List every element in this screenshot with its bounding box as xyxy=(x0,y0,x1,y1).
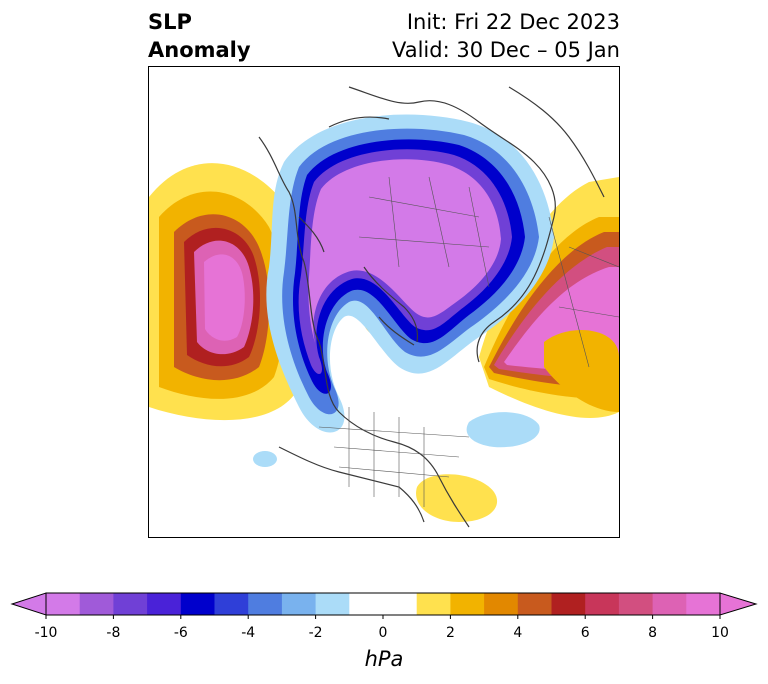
colorbar-tick-label: -4 xyxy=(241,625,255,641)
colorbar-unit: hPa xyxy=(364,647,404,671)
colorbar-tick-label: -10 xyxy=(35,625,58,641)
mediterranean-high xyxy=(544,330,619,412)
coastlines xyxy=(258,86,605,528)
colorbar-tick-label: 10 xyxy=(711,625,729,641)
colorbar-swatch xyxy=(46,593,81,615)
colorbar-swatch xyxy=(517,593,552,615)
colorbar-tick-label: 6 xyxy=(581,625,590,641)
colorbar-swatch xyxy=(113,593,148,615)
colorbar-swatch xyxy=(652,593,687,615)
colorbar-swatch xyxy=(147,593,182,615)
colorbar-swatch xyxy=(585,593,620,615)
title-line-1: SLP xyxy=(148,10,192,34)
colorbar-scale: -10 -8 -6 -4 -2 0 2 4 6 8 10 xyxy=(10,592,758,641)
colorbar-tick-label: 8 xyxy=(648,625,657,641)
southeast-us-high xyxy=(416,474,498,522)
chart-title: SLP Anomaly xyxy=(148,8,251,64)
colorbar-swatch xyxy=(180,593,215,615)
southwest-us-low xyxy=(253,451,277,467)
colorbar-swatch xyxy=(416,593,451,615)
north-pacific-high xyxy=(149,163,308,421)
colorbar-tick-label: -8 xyxy=(106,625,120,641)
political-borders xyxy=(318,176,619,507)
mid-atlantic-low xyxy=(466,412,540,448)
colorbar-swatch xyxy=(484,593,519,615)
colorbar-swatch xyxy=(686,593,721,615)
colorbar-extend-low xyxy=(10,592,47,616)
colorbar-swatch xyxy=(248,593,283,615)
anomaly-map xyxy=(149,86,619,528)
colorbar-swatch xyxy=(618,593,654,615)
colorbar-extend-high xyxy=(719,592,758,616)
colorbar-tick-label: -6 xyxy=(174,625,188,641)
colorbar: -10 -8 -6 -4 -2 0 2 4 6 8 10 hPa xyxy=(0,585,768,684)
forecast-times: Init: Fri 22 Dec 2023 Valid: 30 Dec – 05… xyxy=(392,8,620,64)
colorbar-tick-label: 2 xyxy=(446,625,455,641)
colorbar-swatch xyxy=(79,593,114,615)
colorbar-tick-label: -2 xyxy=(309,625,323,641)
colorbar-swatch xyxy=(551,593,586,615)
colorbar-tick-label: 4 xyxy=(513,625,522,641)
colorbar-tick-label: 0 xyxy=(379,625,388,641)
colorbar-swatch xyxy=(315,593,350,615)
title-line-2: Anomaly xyxy=(148,38,251,62)
arctic-low-center xyxy=(266,114,554,433)
colorbar-swatch xyxy=(450,593,485,615)
colorbar-swatch xyxy=(349,593,384,615)
valid-time: Valid: 30 Dec – 05 Jan xyxy=(391,38,620,62)
colorbar-swatch xyxy=(281,593,317,615)
map-panel xyxy=(148,66,620,538)
colorbar-swatch xyxy=(214,593,249,615)
colorbar-swatch xyxy=(383,593,418,615)
init-time: Init: Fri 22 Dec 2023 xyxy=(406,10,620,34)
